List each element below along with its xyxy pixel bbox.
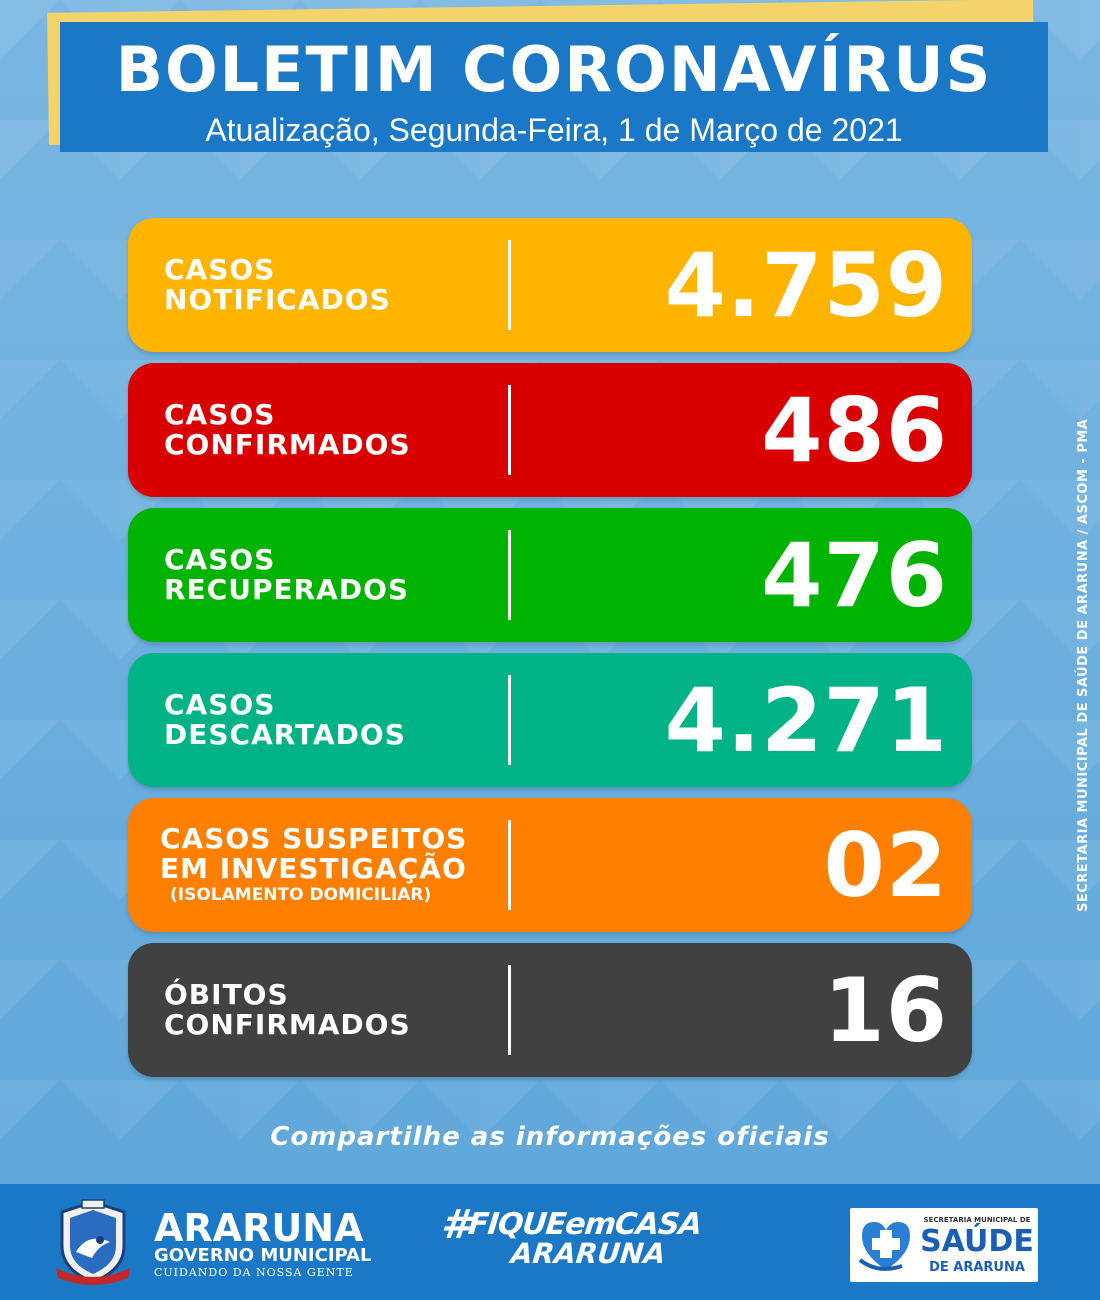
stat-divider bbox=[508, 240, 511, 330]
stat-divider bbox=[508, 385, 511, 475]
stat-value: 4.759 bbox=[664, 233, 948, 337]
stat-label-line2: NOTIFICADOS bbox=[164, 283, 391, 316]
brand-block: ARARUNA GOVERNO MUNICIPAL CUIDANDO DA NO… bbox=[154, 1206, 372, 1280]
stat-card-confirmados: CASOS CONFIRMADOS 486 bbox=[128, 363, 972, 497]
stat-value: 486 bbox=[761, 378, 948, 482]
stats-list: CASOS NOTIFICADOS 4.759 CASOS CONFIRMADO… bbox=[128, 218, 972, 1088]
stat-label: ÓBITOS CONFIRMADOS bbox=[164, 943, 504, 1077]
saude-bottom-text: DE ARARUNA bbox=[929, 1260, 1025, 1275]
stat-label: CASOS CONFIRMADOS bbox=[164, 363, 504, 497]
stat-label-line1: CASOS bbox=[164, 688, 276, 721]
stat-divider bbox=[508, 530, 511, 620]
saude-main-text: SAÚDE bbox=[920, 1224, 1034, 1259]
stat-card-descartados: CASOS DESCARTADOS 4.271 bbox=[128, 653, 972, 787]
stat-divider bbox=[508, 675, 511, 765]
stat-card-notificados: CASOS NOTIFICADOS 4.759 bbox=[128, 218, 972, 352]
stat-label-line2: RECUPERADOS bbox=[164, 573, 410, 606]
stat-label-line2: DESCARTADOS bbox=[164, 718, 406, 751]
hashtag-line1: #FIQUEemCASA bbox=[439, 1202, 703, 1248]
stat-label-line2: CONFIRMADOS bbox=[164, 428, 411, 461]
stat-divider bbox=[508, 820, 511, 910]
stat-value: 4.271 bbox=[664, 668, 948, 772]
stat-label: CASOS SUSPEITOS EM INVESTIGAÇÃO (ISOLAME… bbox=[160, 798, 500, 932]
stat-label-line1: ÓBITOS bbox=[164, 978, 289, 1011]
share-message: Compartilhe as informações oficiais bbox=[270, 1122, 830, 1152]
stat-card-recuperados: CASOS RECUPERADOS 476 bbox=[128, 508, 972, 642]
brand-name: ARARUNA bbox=[154, 1206, 364, 1250]
hashtag-line2: ARARUNA bbox=[509, 1237, 668, 1270]
stat-value: 02 bbox=[823, 813, 948, 917]
stat-label-line1: CASOS bbox=[164, 398, 276, 431]
stat-label-line1: CASOS SUSPEITOS bbox=[160, 822, 468, 855]
stat-card-obitos: ÓBITOS CONFIRMADOS 16 bbox=[128, 943, 972, 1077]
stat-label-line1: CASOS bbox=[164, 253, 276, 286]
footer-bar: ARARUNA GOVERNO MUNICIPAL CUIDANDO DA NO… bbox=[0, 1184, 1100, 1300]
saude-heart-icon bbox=[858, 1222, 910, 1271]
stat-card-suspeitos: CASOS SUSPEITOS EM INVESTIGAÇÃO (ISOLAME… bbox=[128, 798, 972, 932]
stat-label: CASOS NOTIFICADOS bbox=[164, 218, 504, 352]
side-credit: SECRETARIA MUNICIPAL DE SAÚDE DE ARARUNA… bbox=[1076, 418, 1091, 912]
saude-logo: SECRETARIA MUNICIPAL DE SAÚDE DE ARARUNA bbox=[850, 1208, 1038, 1282]
araruna-crest-icon bbox=[56, 1199, 130, 1285]
stat-label-line2: CONFIRMADOS bbox=[164, 1008, 411, 1041]
stat-value: 476 bbox=[761, 523, 948, 627]
stat-divider bbox=[508, 965, 511, 1055]
header-banner: BOLETIM CORONAVÍRUS Atualização, Segunda… bbox=[60, 22, 1048, 152]
saude-top-text: SECRETARIA MUNICIPAL DE bbox=[923, 1216, 1031, 1224]
stat-label: CASOS RECUPERADOS bbox=[164, 508, 504, 642]
hashtag-campaign: #FIQUEemCASA ARARUNA bbox=[437, 1202, 703, 1270]
page-title: BOLETIM CORONAVÍRUS bbox=[115, 33, 993, 106]
stat-label: CASOS DESCARTADOS bbox=[164, 653, 504, 787]
stat-label-line2: EM INVESTIGAÇÃO bbox=[160, 852, 467, 885]
stat-label-line1: CASOS bbox=[164, 543, 276, 576]
stat-label-note: (ISOLAMENTO DOMICILIAR) bbox=[170, 885, 432, 905]
brand-gov: GOVERNO MUNICIPAL bbox=[154, 1245, 372, 1266]
stat-value: 16 bbox=[823, 958, 948, 1062]
update-date: Atualização, Segunda-Feira, 1 de Março d… bbox=[205, 112, 903, 148]
brand-motto: CUIDANDO DA NOSSA GENTE bbox=[154, 1266, 354, 1279]
